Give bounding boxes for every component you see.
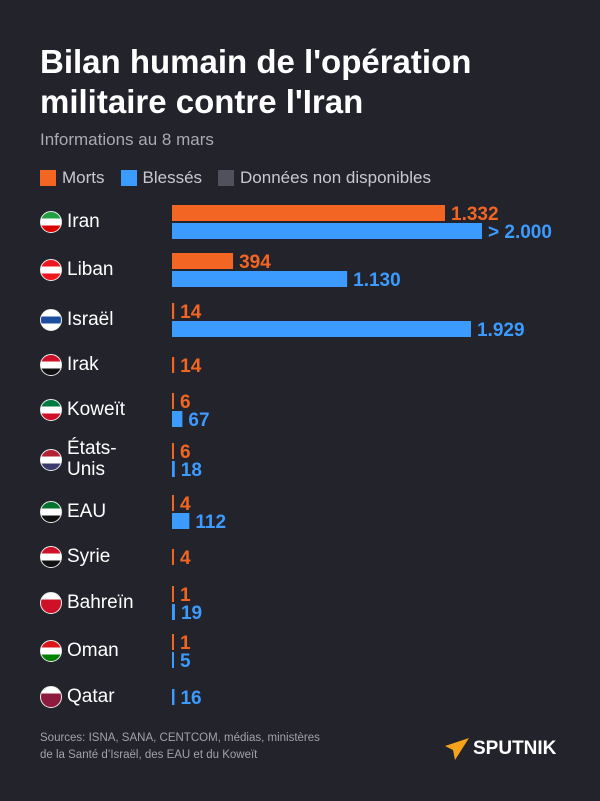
chart-row: États- Unis 6 18 [40,438,580,480]
bar-blesses [172,689,175,705]
data-label: 5 [180,651,191,671]
category-label: Koweït [67,399,126,420]
flag-icon [40,259,62,281]
legend-label: Données non disponibles [240,168,431,187]
bar-blesses [172,271,348,287]
flag-icon [40,399,62,421]
data-label: 1.929 [477,320,525,340]
bar-blesses [172,604,175,620]
data-label: 6 [180,392,191,413]
chart-row: Bahreïn 1 19 [40,583,580,623]
chart-row: Syrie 4 [40,537,580,577]
bar-morts [172,586,174,602]
data-label: 19 [181,603,202,623]
bar-morts [172,634,174,650]
category-label: Iran [67,211,100,232]
data-label: 1.332 [451,204,499,225]
data-label: 6 [180,442,191,463]
bar-morts [172,549,174,565]
legend-swatch [218,170,235,186]
data-label: 1 [180,633,191,654]
legend-swatch [40,170,56,186]
category-label: Israël [67,309,114,330]
bar-morts [172,205,445,221]
flag-icon [40,546,62,568]
category-label: Irak [67,354,99,375]
chart-row: Qatar 16 [40,677,580,717]
flag-icon [40,449,62,471]
bar-morts [172,303,175,319]
bar-blesses [172,513,190,529]
logo-text: SPUTNIK [473,738,557,759]
chart-row: EAU 4 112 [40,492,580,532]
chart-row: Liban 394 1.130 [40,250,580,290]
bar-blesses [172,223,482,239]
category-label: Qatar [67,686,115,707]
data-label: 67 [188,410,209,430]
category-label: Liban [67,259,114,280]
chart-row: Israël 14 1.929 [40,300,580,340]
bar-morts [172,253,234,269]
category-label: Oman [67,640,119,661]
data-label: 4 [180,494,191,515]
category-label: EAU [67,501,107,522]
chart-row: Koweït 6 67 [40,390,580,430]
sources: Sources: ISNA, SANA, CENTCOM, médias, mi… [40,730,320,764]
flag-icon [40,640,62,662]
bar-blesses [172,411,183,427]
bar-blesses [172,321,471,337]
sputnik-arrow-icon [445,738,469,760]
bar-morts [172,357,175,373]
data-label: 394 [239,252,271,273]
data-label: > 2.000 [488,222,552,242]
data-label: 14 [180,302,202,323]
bar-blesses [172,461,175,477]
legend-item-blesses: Blessés [120,168,203,188]
flag-icon [40,354,62,376]
legend-label: Morts [62,168,105,187]
data-label: 4 [180,548,191,569]
bar-blesses [172,652,174,668]
flag-icon [40,501,62,523]
flag-icon [40,592,62,614]
category-label: Bahreïn [67,592,134,613]
flag-icon [40,309,62,331]
data-label: 112 [195,512,226,532]
chart-row: Iran 1.332 > 2.000 [40,202,580,242]
legend-item-morts: Morts [40,168,105,188]
flag-icon [40,686,62,708]
chart-row: Irak 14 [40,345,580,385]
data-label: 1.130 [353,270,401,290]
sources-line: de la Santé d’Israël, des EAU et du Kowe… [40,749,258,761]
legend: Morts Blessés Données non disponibles [40,168,437,188]
category-label: États- Unis [67,438,117,480]
data-label: 14 [180,356,202,377]
data-label: 16 [180,688,201,709]
legend-item-na: Données non disponibles [218,168,431,188]
chart-title: Bilan humain de l'opération militaire co… [40,43,472,120]
bar-morts [172,443,174,459]
chart-subtitle: Informations au 8 mars [40,130,214,149]
legend-label: Blessés [142,168,203,187]
flag-icon [40,211,62,233]
sources-line: Sources: ISNA, SANA, CENTCOM, médias, mi… [40,732,320,744]
legend-swatch [120,170,137,186]
bar-morts [172,393,174,409]
data-label: 18 [181,460,202,480]
category-label: Syrie [67,546,111,567]
chart-row: Oman 1 5 [40,631,580,671]
bar-morts [172,495,174,511]
data-label: 1 [180,585,191,606]
sputnik-logo: SPUTNIK [445,738,556,760]
